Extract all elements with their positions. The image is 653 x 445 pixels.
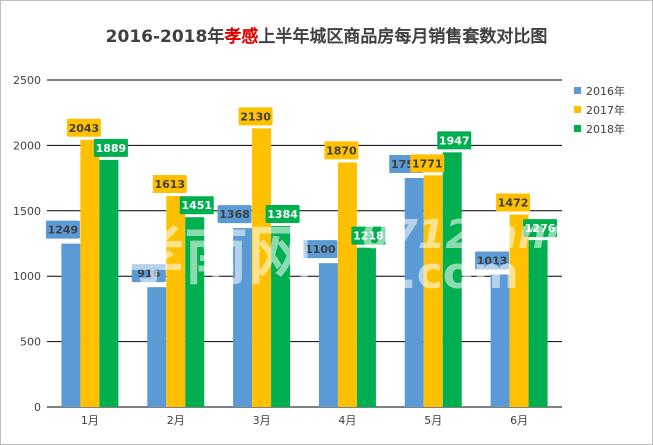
data-label: 1276 (525, 222, 556, 235)
bar-2018年-5月 (442, 152, 462, 407)
data-label-bg (324, 141, 359, 160)
data-label-bg (265, 204, 300, 223)
bar-2018年-3月 (271, 225, 291, 407)
watermark: 孝南网 0712fang .com (120, 212, 575, 299)
data-labels: 1249916136811001751101320431613213018701… (45, 107, 558, 283)
data-label: 1451 (181, 199, 212, 212)
bar-2018年-4月 (356, 247, 376, 407)
y-tick-label: 1500 (13, 205, 41, 218)
bar-2017年-4月 (337, 162, 357, 407)
bar-2016年-1月 (61, 243, 81, 407)
legend-swatch (574, 87, 581, 94)
x-tick-label: 1月 (81, 414, 99, 427)
data-label-bg (93, 138, 128, 157)
data-label-bg (66, 118, 101, 137)
watermark-cjk-text: 孝南网 (120, 220, 312, 294)
chart-title-suffix: 上半年城区商品房每月销售套数对比图 (258, 27, 548, 47)
y-tick-label: 2000 (13, 139, 41, 152)
legend-label: 2016年 (586, 84, 625, 98)
legend: 2016年 2017年 2018年 (574, 84, 625, 136)
legend-swatch (574, 125, 581, 132)
data-label: 1249 (48, 224, 79, 237)
data-label-bg (303, 240, 338, 259)
bar-2017年-2月 (166, 196, 186, 407)
legend-swatch (574, 106, 581, 113)
data-label: 1870 (326, 144, 357, 157)
y-tick-labels: 0 500 1000 1500 2000 2500 (13, 74, 41, 414)
data-label-bg (437, 131, 472, 150)
y-tick-label: 0 (34, 401, 41, 414)
bar-2018年-6月 (528, 240, 548, 407)
x-tick-label: 5月 (424, 414, 442, 427)
bar-2017年-1月 (80, 139, 100, 407)
bar-2016年-2月 (147, 287, 167, 407)
x-tick-label: 4月 (338, 414, 356, 427)
data-label-bg (131, 264, 166, 283)
data-label: 2130 (240, 110, 271, 123)
chart-title: 2016-2018年孝感上半年城区商品房每月销售套数对比图 (0, 22, 653, 47)
x-tick-label: 3月 (253, 414, 271, 427)
data-label-bg (496, 193, 531, 212)
bar-2016年-6月 (490, 274, 510, 407)
data-label-bg (217, 205, 252, 224)
y-tick-label: 500 (20, 336, 41, 349)
legend-label: 2017年 (586, 103, 625, 117)
bar-2017年-6月 (509, 214, 529, 407)
data-label-bg (523, 219, 558, 238)
x-tick-labels: 1月 2月 3月 4月 5月 6月 (81, 414, 528, 427)
watermark-latin2-text: .com (400, 248, 519, 299)
watermark-latin-text: 0712fang (362, 212, 575, 258)
y-tick-label: 2500 (13, 74, 41, 87)
bar-2017年-5月 (423, 175, 443, 407)
data-label-bg (152, 175, 187, 194)
data-label: 1384 (267, 208, 298, 221)
legend-label: 2018年 (586, 122, 625, 136)
data-label-bg (238, 107, 273, 126)
bar-2016年-4月 (318, 263, 338, 407)
data-label: 1013 (477, 254, 508, 267)
data-label-bg (475, 251, 510, 270)
bar-2018年-1月 (99, 159, 119, 407)
data-label: 1472 (498, 196, 529, 209)
bar-2016年-3月 (233, 228, 253, 407)
data-label-bg (410, 154, 445, 173)
data-label: 1368 (219, 208, 250, 221)
bars (61, 128, 548, 407)
data-label: 1889 (96, 142, 127, 155)
chart-title-highlight: 孝感 (224, 27, 259, 47)
data-label-bg (179, 196, 214, 215)
data-label-bg (351, 226, 386, 245)
bar-2016年-5月 (404, 177, 424, 407)
bar-2017年-3月 (252, 128, 272, 407)
data-label: 1771 (412, 157, 443, 170)
data-label: 916 (137, 267, 160, 280)
data-label: 2043 (69, 122, 100, 135)
data-label: 1218 (353, 230, 384, 243)
y-tick-label: 1000 (13, 270, 41, 283)
data-label-bg (45, 220, 80, 239)
data-label: 1613 (154, 178, 185, 191)
data-label: 1100 (305, 243, 336, 256)
bar-2018年-2月 (185, 217, 205, 407)
data-label: 1947 (439, 134, 470, 147)
x-tick-label: 6月 (510, 414, 528, 427)
gridlines (47, 79, 562, 408)
chart-title-prefix: 2016-2018年 (105, 27, 225, 47)
x-tick-label: 2月 (167, 414, 185, 427)
